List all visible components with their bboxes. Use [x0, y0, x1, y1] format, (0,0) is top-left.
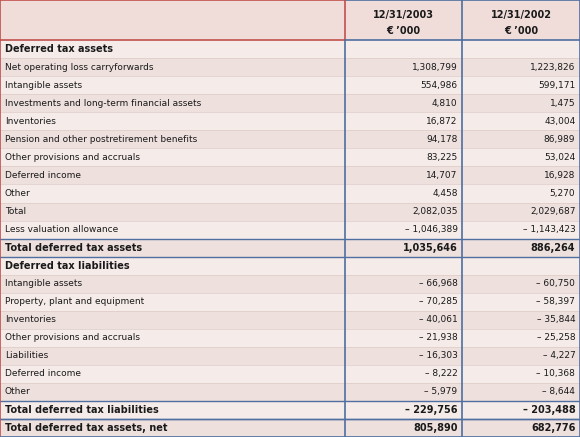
Text: Less valuation allowance: Less valuation allowance: [5, 225, 118, 234]
Bar: [0, 239, 580, 257]
Text: 1,308,799: 1,308,799: [412, 63, 458, 72]
Text: Total deferred tax liabilities: Total deferred tax liabilities: [5, 405, 158, 415]
Text: 16,928: 16,928: [544, 171, 575, 180]
Text: – 16,303: – 16,303: [419, 351, 458, 361]
Text: Other provisions and accruals: Other provisions and accruals: [5, 333, 140, 342]
Text: Other: Other: [5, 388, 30, 396]
Text: – 21,938: – 21,938: [419, 333, 458, 342]
Bar: [0, 329, 580, 347]
Text: – 58,397: – 58,397: [536, 297, 575, 306]
Bar: [0, 76, 580, 94]
Text: Inventories: Inventories: [5, 117, 56, 126]
Bar: [0, 221, 580, 239]
Text: 86,989: 86,989: [544, 135, 575, 144]
Bar: [0, 419, 580, 437]
Text: 4,810: 4,810: [432, 99, 458, 108]
Text: 43,004: 43,004: [544, 117, 575, 126]
Text: Intangible assets: Intangible assets: [5, 81, 82, 90]
Text: 12/31/2002: 12/31/2002: [491, 10, 552, 20]
Text: 14,707: 14,707: [426, 171, 458, 180]
Text: – 4,227: – 4,227: [543, 351, 575, 361]
Text: 4,458: 4,458: [432, 189, 458, 198]
Text: – 25,258: – 25,258: [536, 333, 575, 342]
Text: 2,029,687: 2,029,687: [530, 207, 575, 216]
Text: Total: Total: [5, 207, 26, 216]
Text: 5,270: 5,270: [550, 189, 575, 198]
Text: – 203,488: – 203,488: [523, 405, 575, 415]
Bar: [0, 149, 580, 166]
Bar: [0, 130, 580, 149]
Bar: [0, 365, 580, 383]
Bar: [0, 112, 580, 130]
Bar: [0, 58, 580, 76]
Text: 2,082,035: 2,082,035: [412, 207, 458, 216]
Text: Net operating loss carryforwards: Net operating loss carryforwards: [5, 63, 153, 72]
Text: Deferred tax assets: Deferred tax assets: [5, 44, 113, 54]
Text: – 8,222: – 8,222: [425, 369, 458, 378]
Text: Other: Other: [5, 189, 30, 198]
Text: – 70,285: – 70,285: [419, 297, 458, 306]
Text: Deferred tax liabilities: Deferred tax liabilities: [5, 260, 129, 271]
Text: 94,178: 94,178: [426, 135, 458, 144]
Text: 886,264: 886,264: [531, 243, 575, 253]
Text: Property, plant and equipment: Property, plant and equipment: [5, 297, 144, 306]
Text: Total deferred tax assets, net: Total deferred tax assets, net: [5, 423, 167, 433]
Text: – 229,756: – 229,756: [405, 405, 458, 415]
Text: 682,776: 682,776: [531, 423, 575, 433]
Bar: [0, 202, 580, 221]
Text: Deferred income: Deferred income: [5, 171, 81, 180]
Text: Liabilities: Liabilities: [5, 351, 48, 361]
Text: Pension and other postretirement benefits: Pension and other postretirement benefit…: [5, 135, 197, 144]
Text: € ’000: € ’000: [504, 26, 538, 35]
Bar: [0, 347, 580, 365]
Text: € ’000: € ’000: [387, 26, 420, 35]
Text: – 10,368: – 10,368: [536, 369, 575, 378]
Text: Investments and long-term financial assets: Investments and long-term financial asse…: [5, 99, 201, 108]
Text: Intangible assets: Intangible assets: [5, 279, 82, 288]
Bar: [0, 166, 580, 184]
Text: 83,225: 83,225: [426, 153, 458, 162]
Text: 805,890: 805,890: [413, 423, 458, 433]
Text: – 8,644: – 8,644: [542, 388, 575, 396]
Bar: [0, 275, 580, 293]
Bar: [0, 383, 580, 401]
Bar: [0, 311, 580, 329]
Text: 554,986: 554,986: [420, 81, 458, 90]
Text: 12/31/2003: 12/31/2003: [373, 10, 434, 20]
Text: – 35,844: – 35,844: [536, 315, 575, 324]
Bar: [0, 401, 580, 419]
Text: 16,872: 16,872: [426, 117, 458, 126]
Text: – 5,979: – 5,979: [425, 388, 458, 396]
Text: 599,171: 599,171: [538, 81, 575, 90]
Text: 1,035,646: 1,035,646: [403, 243, 458, 253]
Text: – 66,968: – 66,968: [419, 279, 458, 288]
Text: Total deferred tax assets: Total deferred tax assets: [5, 243, 142, 253]
Bar: [0, 0, 580, 40]
Text: – 60,750: – 60,750: [536, 279, 575, 288]
Bar: [0, 40, 580, 58]
Text: – 1,143,423: – 1,143,423: [523, 225, 575, 234]
Bar: [0, 293, 580, 311]
Text: 53,024: 53,024: [544, 153, 575, 162]
Text: – 40,061: – 40,061: [419, 315, 458, 324]
Text: Deferred income: Deferred income: [5, 369, 81, 378]
Text: 1,223,826: 1,223,826: [530, 63, 575, 72]
Bar: [0, 184, 580, 202]
Text: 1,475: 1,475: [550, 99, 575, 108]
Bar: [0, 94, 580, 112]
Text: Inventories: Inventories: [5, 315, 56, 324]
Text: – 1,046,389: – 1,046,389: [405, 225, 458, 234]
Bar: [0, 257, 580, 275]
Text: Other provisions and accruals: Other provisions and accruals: [5, 153, 140, 162]
